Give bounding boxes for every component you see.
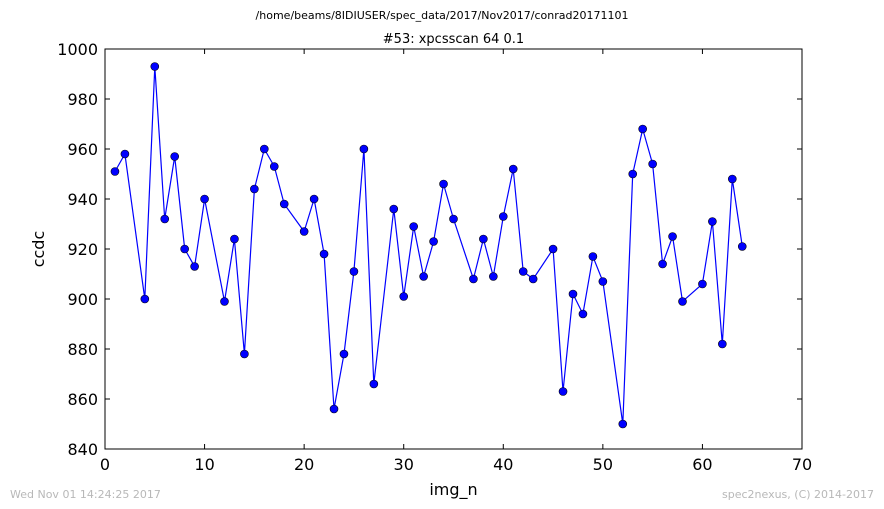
y-tick-label: 880 (67, 340, 98, 359)
data-point (319, 249, 329, 259)
data-point (678, 297, 687, 306)
data-point (479, 234, 488, 244)
credit-footer: spec2nexus, (C) 2014-2017 (722, 488, 874, 501)
y-axis: 840 860 880 900 920 940 960 980 1000 (57, 40, 802, 459)
data-point (150, 62, 160, 71)
data-point (220, 297, 229, 306)
y-tick-label: 860 (67, 390, 98, 409)
data-point (558, 387, 568, 396)
data-point (568, 289, 578, 299)
figure-suptitle: /home/beams/8IDIUSER/spec_data/2017/Nov2… (255, 9, 629, 22)
y-tick-label: 960 (67, 140, 98, 159)
data-point (359, 144, 369, 154)
x-tick-label: 70 (792, 455, 812, 474)
x-tick-label: 10 (194, 455, 214, 474)
y-tick-label: 920 (67, 240, 98, 259)
y-tick-label: 1000 (57, 40, 98, 59)
data-point (419, 272, 428, 281)
data-point (508, 164, 518, 174)
data-point (269, 162, 279, 171)
data-point (618, 419, 628, 429)
x-axis-label: img_n (429, 480, 477, 500)
x-tick-label: 60 (692, 455, 712, 474)
data-point (299, 227, 309, 236)
data-point (469, 274, 478, 284)
data-point (190, 262, 199, 271)
data-point (160, 214, 170, 224)
x-tick-label: 20 (294, 455, 314, 474)
x-tick-label: 40 (493, 455, 513, 474)
x-tick-label: 50 (593, 455, 613, 474)
data-point (598, 277, 608, 286)
x-axis: 0 10 20 30 40 50 60 70 (100, 49, 812, 474)
data-point (638, 124, 647, 134)
data-point (409, 222, 418, 231)
data-point (449, 214, 458, 224)
plot-frame (104, 48, 803, 450)
data-point (339, 349, 349, 359)
data-point (309, 194, 319, 204)
data-point (578, 309, 588, 319)
data-point (489, 272, 498, 281)
data-point (180, 244, 189, 254)
y-tick-label: 980 (67, 90, 98, 109)
timestamp-footer: Wed Nov 01 14:24:25 2017 (10, 488, 161, 501)
data-point (439, 179, 448, 189)
data-point (727, 174, 737, 184)
chart-title: #53: xpcsscan 64 0.1 (383, 32, 524, 47)
data-point (170, 152, 179, 161)
data-point (200, 194, 209, 204)
y-tick-label: 840 (67, 440, 98, 459)
data-point (399, 292, 409, 301)
data-point (658, 259, 667, 269)
data-point (110, 167, 120, 176)
data-point (279, 199, 289, 209)
data-point (708, 217, 717, 226)
series-line (114, 66, 743, 425)
data-point (369, 379, 379, 389)
data-series (110, 62, 747, 429)
data-point (648, 159, 657, 169)
data-point (349, 267, 359, 276)
data-point (698, 279, 707, 289)
data-point (230, 234, 239, 244)
data-point (737, 242, 747, 251)
data-point (548, 244, 558, 254)
data-point (389, 204, 399, 214)
data-point (718, 339, 727, 349)
data-point (498, 212, 508, 221)
data-point (120, 149, 130, 159)
data-point (518, 267, 528, 276)
data-point (260, 144, 269, 154)
data-point (668, 232, 677, 241)
data-point (140, 294, 150, 304)
data-point (528, 274, 538, 284)
data-point (429, 237, 438, 246)
x-tick-label: 0 (100, 455, 110, 474)
data-point (588, 252, 598, 261)
y-tick-label: 900 (67, 290, 98, 309)
plot-area (104, 48, 803, 450)
data-point (240, 349, 249, 359)
data-point (329, 404, 339, 414)
data-point (628, 169, 638, 179)
y-axis-label: ccdc (29, 231, 48, 268)
data-point (250, 184, 259, 194)
y-tick-label: 940 (67, 190, 98, 209)
x-tick-label: 30 (394, 455, 414, 474)
